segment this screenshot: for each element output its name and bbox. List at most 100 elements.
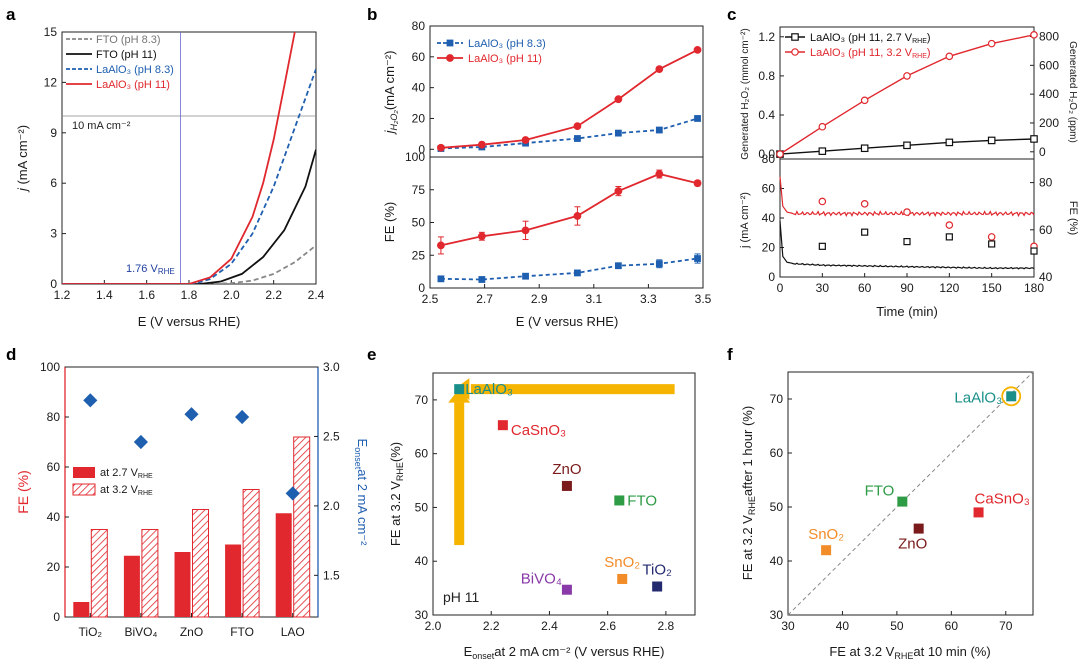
panel-b-bottom-y-tick-label: 25 [412, 248, 426, 262]
panel-d-legend-text: at 3.2 V [100, 484, 139, 496]
panel-letter-b: b [367, 5, 377, 24]
panel-f-frame [787, 371, 1034, 616]
panel-d-category-label: ZnO [180, 625, 203, 639]
panel-b-bottom-data-point [655, 260, 663, 268]
panel-e-y-tick-label: 60 [415, 447, 429, 461]
panel-b-bottom-y-tick-label: 0 [418, 281, 425, 295]
panel-f-x-axis-pre: FE at 3.2 V [829, 644, 894, 659]
panel-d-onset-diamond [184, 407, 199, 422]
panel-f-y-axis-title: FE at 3.2 VRHEafter 1 hour (%) [740, 406, 757, 580]
panel-b-top-y-tick-label: 20 [412, 111, 426, 125]
panel-a-legend: FTO (pH 8.3) FTO (pH 11) LaAlO₃ (pH 8.3) La… [66, 34, 174, 91]
panel-d-right-y-tick-label: 2.5 [323, 429, 340, 443]
panel-e-point-marker [561, 480, 572, 491]
panel-f-points: LaAlO₃ CaSnO₃ FTO ZnO SnO₂ [787, 371, 1034, 616]
panel-e-x-tick-label: 2.0 [425, 619, 442, 633]
panel-e-ticks: 2.0 2.2 2.4 2.6 2.8 30 40 50 60 70 [415, 393, 675, 633]
panel-e-point-label: TiO₂ [642, 561, 672, 578]
panel-e-vertical-arrow-head [448, 388, 471, 403]
panel-e-y-tick-label: 70 [415, 393, 429, 407]
panel-a-x-tick-label: 1.6 [138, 288, 155, 302]
panel-f-y-tick-label: 50 [770, 500, 784, 514]
panel-c-fe-2p7-point [861, 228, 869, 236]
panel-e-point-marker [652, 581, 663, 592]
panel-a-x-tick-label: 1.4 [96, 288, 113, 302]
panel-a-y-axis-title: j (mA cm⁻²) [15, 125, 30, 193]
panel-c-current-2p7-line [779, 220, 1035, 270]
panel-a-x-axis-title: E (V versus RHE) [138, 314, 241, 329]
panel-c-legend-marker [791, 33, 799, 41]
panel-b-bottom-data-point [437, 241, 445, 250]
panel-b-bottom-y-tick-label: 100 [405, 150, 425, 164]
panel-d-left-y-tick-label: 100 [40, 360, 60, 374]
panel-e-y-axis-unit: (%) [388, 442, 403, 462]
panel-c-top-left-y-axis-title: Generated H₂O₂ (mmol cm⁻²) [740, 28, 751, 159]
panel-a-y-tick-label: 6 [50, 176, 57, 190]
panel-f: 30 40 50 60 70 30 40 50 60 70 LaAlO₃ CaSnO₃ FTO ZnO S… [740, 371, 1034, 661]
panel-c: 0.00.40.81.20200400600800020406080406080… [739, 26, 1079, 319]
panel-f-x-tick-label: 50 [890, 619, 904, 633]
panel-c-top-right-y-axis-title: Generated H₂O₂ (ppm) [1067, 41, 1078, 143]
panel-b-bottom-data-point [694, 255, 701, 262]
panel-b-bottom-y-tick-label: 75 [412, 183, 426, 197]
panel-c-fe-3p2-point [818, 197, 827, 206]
panel-c-legend-sub: RHE [912, 53, 927, 60]
panel-d-legend-swatch [72, 483, 96, 496]
panel-e-x-tick-label: 2.2 [483, 619, 500, 633]
panel-c-ticks: 0.00.40.81.20200400600800020406080406080… [758, 30, 1059, 295]
panel-a-series [62, 32, 316, 284]
panel-c-fe-2p7-point [988, 240, 996, 248]
panel-b-top-data-point [437, 143, 445, 152]
panel-c-top-data-point [776, 150, 784, 158]
panel-a-y-axis-j: j [15, 187, 30, 193]
panel-d-left-y-tick-label: 20 [47, 560, 61, 574]
panel-b-bottom-data-point [522, 272, 529, 280]
panel-b-bottom-data-point [655, 170, 664, 178]
panel-c-bottom-left-y-tick-label: 40 [762, 211, 776, 225]
panel-d-ticks: 0 20 40 60 80 100 1.5 2.0 2.5 3.0 [40, 360, 340, 624]
panel-a-y-tick-label: 12 [44, 75, 58, 89]
panel-f-point-marker [1006, 391, 1017, 402]
panel-c-fe-2p7-point [903, 238, 911, 246]
panel-e-y-axis-pre: FE at 3.2 V [388, 481, 403, 546]
panel-e-vertical-arrow-shaft [454, 402, 465, 546]
panel-f-y-tick-label: 70 [770, 392, 784, 406]
panel-f-point-label: SnO₂ [808, 526, 844, 543]
panel-f-point-label: ZnO [898, 536, 927, 553]
panel-e-frame [432, 372, 696, 616]
panel-c-fe-3p2-point [860, 200, 869, 208]
panel-f-x-tick-label: 40 [836, 619, 850, 633]
panel-e-point-label: BiVO₄ [521, 571, 562, 588]
panel-e-y-axis-title: FE at 3.2 VRHE(%) [388, 442, 405, 546]
panel-c-top-data-point [903, 72, 911, 80]
panel-a-series-line-3 [62, 32, 296, 284]
panel-d-bar-solid [123, 555, 140, 617]
panel-b-bottom-data-point [478, 276, 486, 283]
panel-b-bottom-data-point [573, 212, 582, 220]
panel-d-onset-diamond [235, 409, 250, 425]
panel-d-onset-diamond [285, 486, 300, 501]
panel-c-top-data-point [945, 138, 954, 147]
panel-f-parity-line [787, 371, 1034, 616]
panel-c-bottom-left-y-tick-label: 20 [762, 241, 776, 255]
panel-e-y-tick-label: 40 [415, 554, 429, 568]
panel-b-top-data-point [477, 140, 486, 149]
panel-b-top-data-point [614, 129, 622, 137]
panel-d-right-y-tick-label: 1.5 [323, 568, 340, 582]
panel-b-x-tick-label: 3.1 [585, 292, 602, 306]
panel-c-top-right-y-tick-label: 800 [1039, 30, 1059, 44]
panel-b-top-data-point [521, 136, 530, 144]
panel-a-hline-label: 10 mA cm⁻² [72, 120, 131, 132]
panel-b-top-data-point [655, 65, 664, 74]
panel-d-legend-label: at 3.2 VRHE [100, 484, 153, 497]
panel-d-category-label: BiVO₄ [124, 625, 157, 639]
panel-c-top-data-point [860, 96, 869, 105]
panel-d-left-y-tick-label: 0 [53, 610, 60, 624]
panel-f-y-tick-label: 30 [770, 608, 784, 622]
panel-d-right-y-axis-unit: at 2 mA cm⁻² [355, 469, 370, 546]
panel-f-x-tick-label: 30 [781, 619, 795, 633]
panel-b-x-tick-label: 2.9 [531, 292, 548, 306]
panel-e-x-tick-label: 2.8 [658, 619, 675, 633]
panel-d-bar-hatched [293, 436, 311, 618]
panel-e-point-label: SnO₂ [604, 554, 640, 571]
